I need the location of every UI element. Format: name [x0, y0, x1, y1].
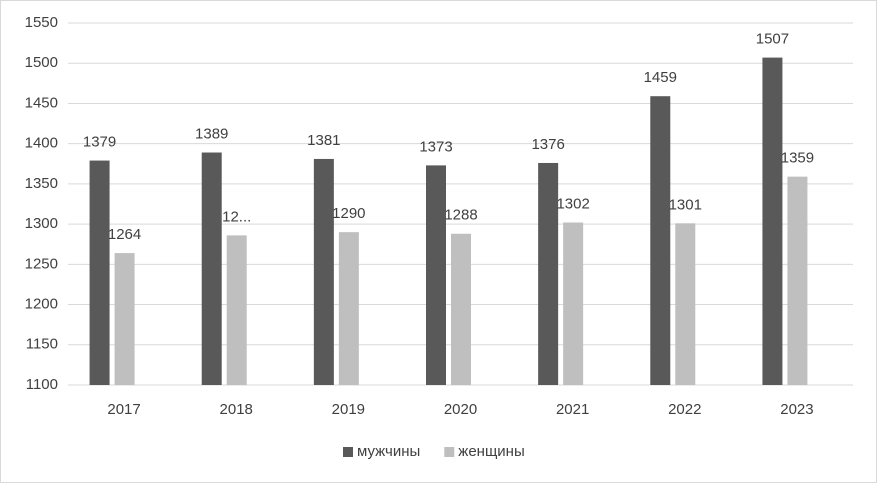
legend-swatch [444, 447, 455, 457]
legend-label: мужчины [357, 443, 420, 460]
value-label: 1359 [781, 150, 814, 167]
x-tick-label: 2019 [332, 401, 365, 418]
bar [201, 152, 222, 385]
value-label: 1301 [669, 196, 702, 213]
bar [338, 232, 359, 385]
y-tick-label: 1450 [25, 94, 58, 111]
y-tick-label: 1400 [25, 135, 58, 152]
y-tick-label: 1150 [26, 336, 58, 353]
bar [762, 57, 783, 385]
legend-swatch [343, 447, 353, 457]
value-label: 1389 [195, 125, 228, 142]
value-label: 1376 [531, 136, 564, 153]
y-tick-label: 1250 [25, 255, 58, 272]
y-tick-label: 1300 [25, 215, 58, 232]
x-tick-label: 2018 [220, 401, 253, 418]
bar [89, 160, 110, 385]
value-label: 1373 [419, 138, 452, 155]
bar [226, 235, 247, 385]
legend-label: женщины [458, 443, 524, 460]
bar [426, 165, 446, 385]
value-label: 1507 [756, 31, 789, 48]
x-tick-label: 2021 [556, 401, 589, 418]
bar [451, 233, 471, 385]
x-tick-label: 2022 [668, 401, 701, 418]
bar [538, 162, 559, 385]
y-tick-label: 1500 [25, 54, 58, 71]
bar [675, 223, 696, 385]
x-tick-label: 2023 [780, 401, 813, 418]
bar [563, 222, 584, 385]
bar [114, 253, 135, 385]
value-label: 1302 [556, 195, 589, 212]
y-tick-label: 1550 [25, 14, 58, 31]
value-label: 12... [222, 208, 251, 225]
value-label: 1288 [444, 207, 477, 224]
value-label: 1379 [83, 134, 116, 151]
x-tick-label: 2017 [107, 401, 140, 418]
y-tick-label: 1100 [26, 376, 58, 393]
bar [650, 96, 671, 386]
y-tick-label: 1200 [25, 296, 58, 313]
value-label: 1381 [307, 132, 340, 149]
value-label: 1264 [108, 226, 141, 243]
bar [787, 176, 808, 385]
value-label: 1290 [332, 205, 365, 222]
x-tick-label: 2020 [444, 401, 477, 418]
y-tick-label: 1350 [25, 175, 58, 192]
bar [313, 158, 334, 385]
value-label: 1459 [644, 69, 677, 86]
